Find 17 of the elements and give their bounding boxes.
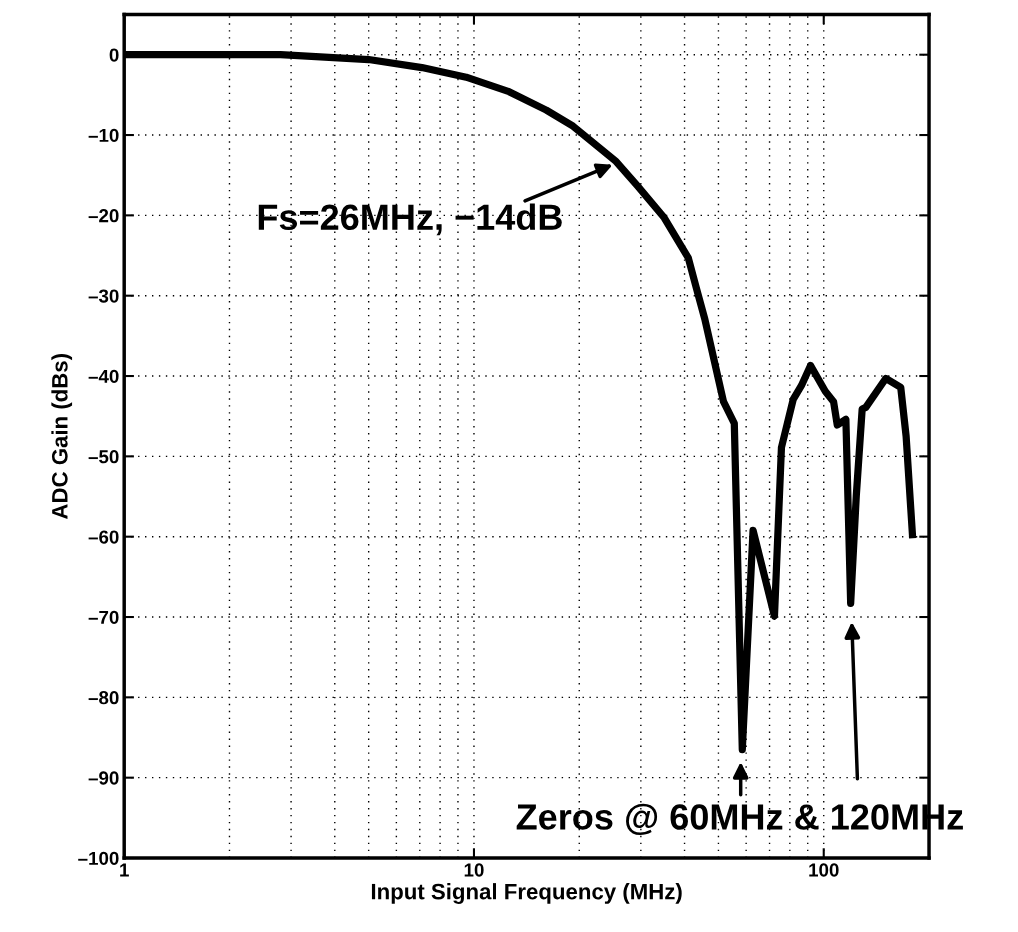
x-tick-label: 100	[809, 863, 839, 877]
y-tick-label: –70	[88, 610, 119, 624]
y-tick-label: –40	[88, 369, 119, 383]
annotation: Fs=26MHz, −14dB	[258, 203, 562, 236]
x-tick-label: 10	[464, 863, 484, 877]
y-tick-label: –90	[88, 771, 119, 785]
y-tick-label: –100	[78, 851, 119, 865]
y-tick-label: –50	[88, 450, 119, 464]
y-tick-label: –30	[88, 289, 119, 303]
y-tick-label: –20	[88, 209, 119, 223]
y-tick-label: –60	[88, 530, 119, 544]
y-tick-label: –10	[88, 128, 119, 143]
x-tick-label: 1	[120, 863, 129, 877]
y-axis-title: ADC Gain (dBs)	[51, 354, 73, 520]
y-tick-label: –80	[88, 691, 119, 705]
y-tick-label: 0	[109, 48, 119, 62]
x-axis-title: Input Signal Frequency (MHz)	[371, 883, 682, 904]
